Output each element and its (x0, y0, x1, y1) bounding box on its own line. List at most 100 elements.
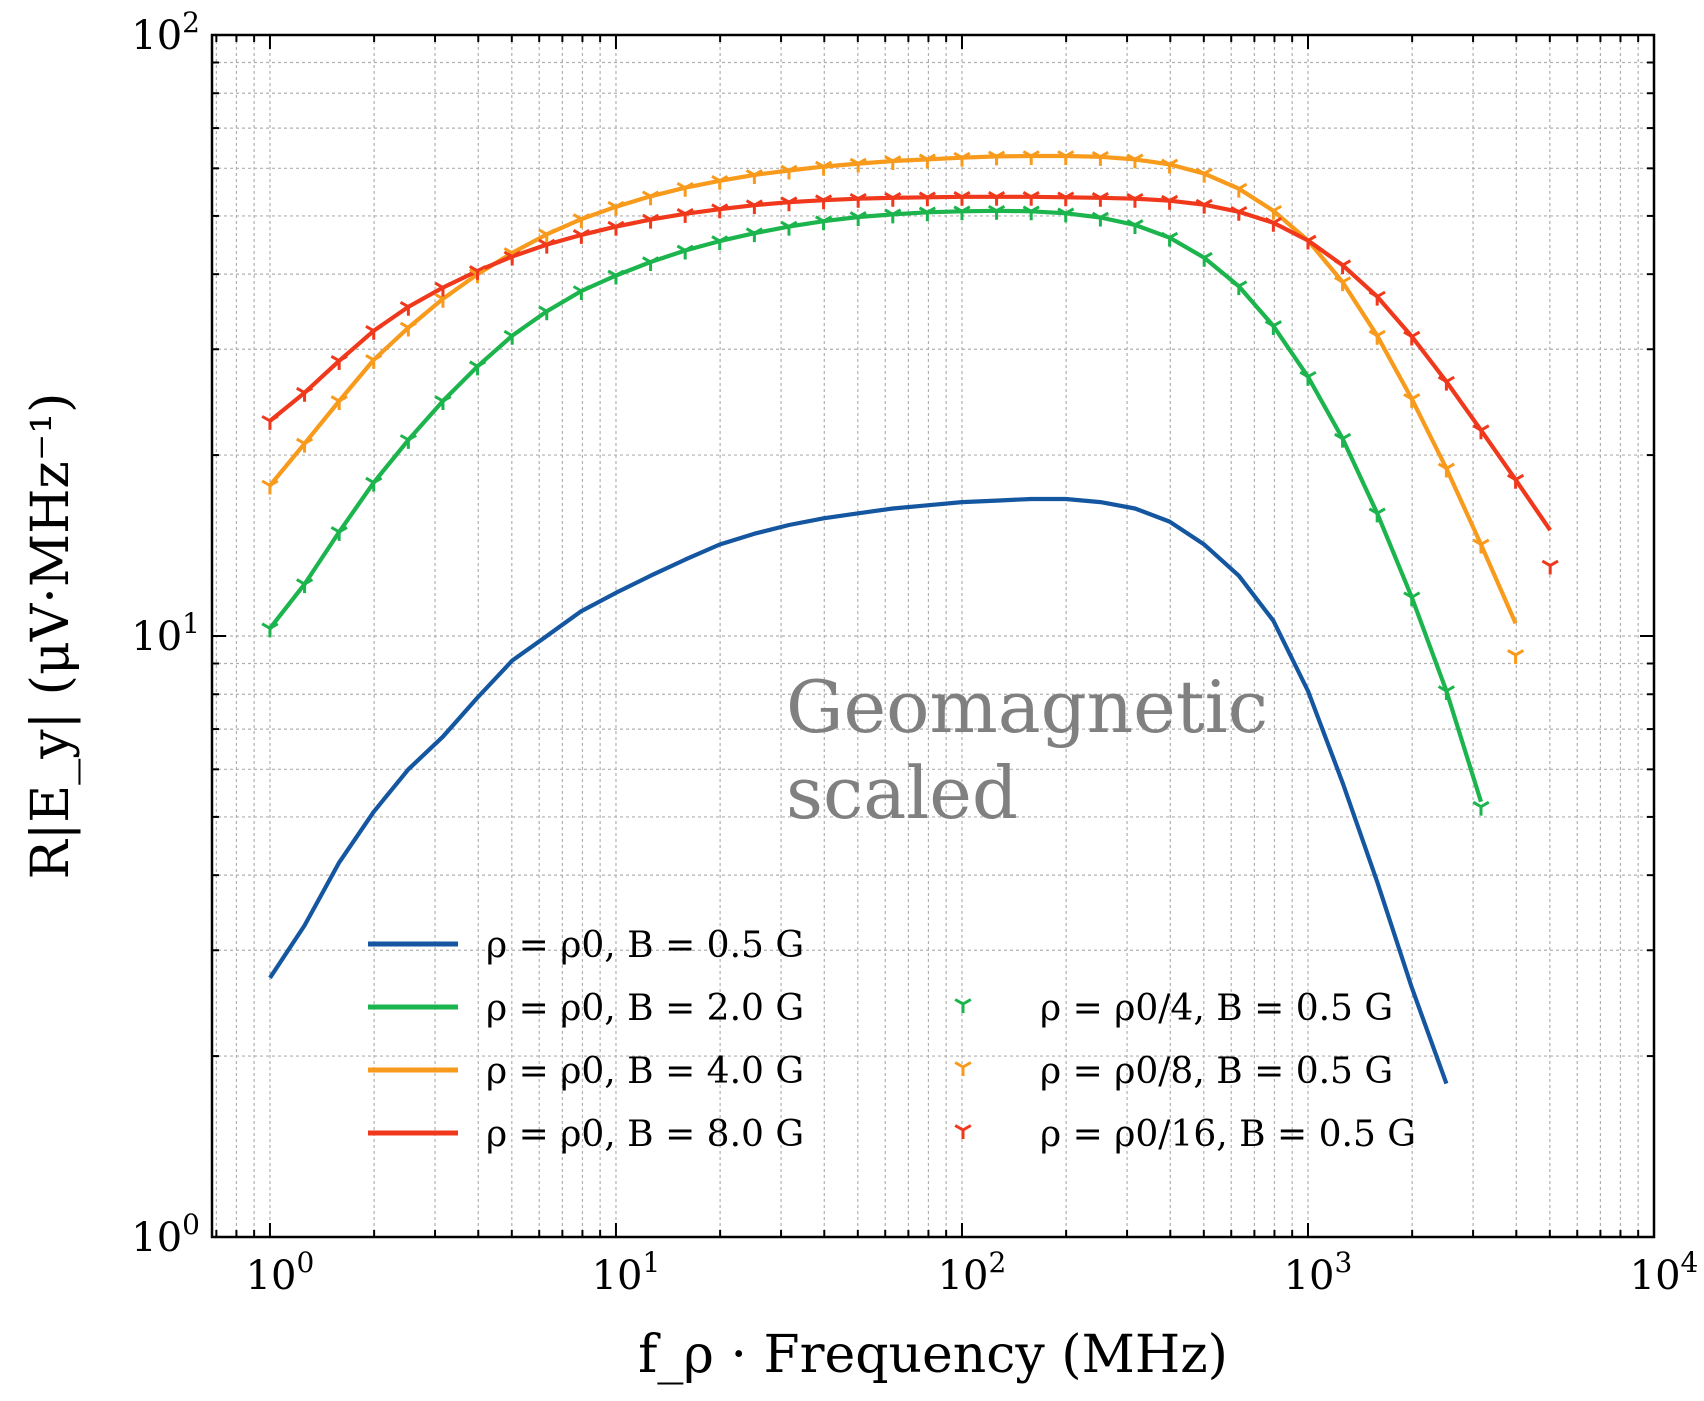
y-tick-label: 101 (131, 607, 200, 660)
series-marker (572, 213, 590, 229)
series-marker (1195, 251, 1213, 267)
x-tick-label: 102 (938, 1246, 1007, 1299)
series-marker (1264, 320, 1282, 335)
series-marker (365, 476, 383, 492)
series-marker (1022, 205, 1040, 221)
series-marker (1403, 393, 1421, 408)
series-marker (1472, 424, 1490, 440)
series-marker (1334, 432, 1352, 448)
series-6 (261, 190, 1559, 575)
series-marker (1057, 150, 1075, 166)
series-marker (365, 324, 383, 340)
series-marker (1264, 204, 1282, 220)
series-0 (268, 496, 1449, 1085)
legend-label: ρ = ρ0, B = 0.5 G (486, 925, 804, 966)
annotation-line-2: scaled (786, 751, 1018, 835)
series-marker (849, 157, 867, 173)
series-marker (1230, 205, 1248, 221)
series-marker (711, 235, 729, 251)
series-marker (988, 204, 1006, 220)
series-marker (814, 215, 833, 231)
series-marker (538, 305, 556, 321)
series-marker (503, 329, 521, 345)
series-marker (1507, 473, 1525, 489)
series-3 (268, 194, 1552, 532)
series-marker (434, 281, 452, 297)
series-marker (711, 175, 729, 190)
x-tick-label: 103 (1284, 1246, 1353, 1299)
ticks (212, 34, 1655, 1238)
series-marker (1091, 191, 1109, 207)
series-marker (607, 220, 625, 236)
series-marker (849, 211, 867, 226)
series-marker (1437, 685, 1455, 700)
series-marker (468, 265, 487, 280)
series-marker (434, 292, 452, 308)
series-marker (330, 395, 348, 411)
series-marker (468, 360, 487, 376)
series-marker (745, 169, 763, 184)
series-marker (1195, 198, 1213, 214)
y-tick-label: 102 (131, 6, 200, 59)
series-marker (780, 220, 798, 236)
series-1 (268, 208, 1484, 803)
series-marker (503, 250, 521, 266)
series-marker (1126, 192, 1144, 208)
series-marker (953, 190, 971, 206)
series-marker (1368, 290, 1386, 306)
legend-label: ρ = ρ0/4, B = 0.5 G (1040, 988, 1393, 1029)
series-marker (538, 228, 556, 244)
series-marker (1230, 280, 1248, 296)
legend-swatch-marker (954, 1124, 972, 1139)
series-marker (745, 227, 763, 243)
series-marker (434, 395, 452, 411)
series-marker (330, 526, 348, 541)
series-marker (1264, 216, 1282, 232)
series-marker (1472, 538, 1490, 554)
series-marker (641, 256, 660, 272)
annotation-line-1: Geomagnetic (786, 665, 1268, 749)
legend-label: ρ = ρ0, B = 2.0 G (486, 988, 804, 1029)
series-marker (1022, 150, 1040, 166)
series-marker (918, 191, 936, 207)
series-marker (918, 153, 936, 169)
series-marker (1334, 259, 1352, 275)
series-marker (814, 194, 833, 210)
legend-swatch-marker (954, 998, 972, 1013)
series-marker (676, 244, 694, 260)
series-marker (538, 238, 556, 254)
series-marker (1334, 276, 1352, 292)
tick-labels: 100 101 102 103 104 100 101 102 (131, 6, 1698, 1299)
series-layer (261, 150, 1559, 1085)
legend-label: ρ = ρ0/16, B = 0.5 G (1040, 1114, 1416, 1155)
x-axis-label: f_ρ · Frequency (MHz) (638, 1325, 1228, 1385)
series-marker (780, 164, 798, 180)
series-marker (399, 300, 417, 316)
series-marker (1541, 559, 1559, 575)
series-marker (365, 354, 383, 369)
series-marker (1368, 329, 1386, 345)
series-marker (607, 200, 625, 216)
series-marker (988, 190, 1006, 206)
y-tick-label: 100 (131, 1208, 200, 1261)
series-line (268, 208, 1484, 803)
grid (212, 34, 1655, 1238)
series-marker (1195, 167, 1213, 183)
series-marker (953, 151, 971, 167)
series-marker (918, 206, 936, 222)
series-marker (295, 578, 314, 594)
series-marker (814, 160, 833, 176)
series-marker (884, 155, 902, 171)
series-marker (1403, 330, 1421, 346)
series-marker (1403, 591, 1421, 607)
series-marker (641, 213, 660, 229)
series-marker (1161, 158, 1179, 174)
series-marker (261, 622, 279, 638)
series-line (268, 194, 1552, 532)
series-marker (1057, 207, 1075, 223)
series-marker (849, 192, 867, 208)
series-marker (1299, 370, 1317, 386)
series-marker (884, 191, 902, 207)
series-marker (676, 208, 694, 223)
